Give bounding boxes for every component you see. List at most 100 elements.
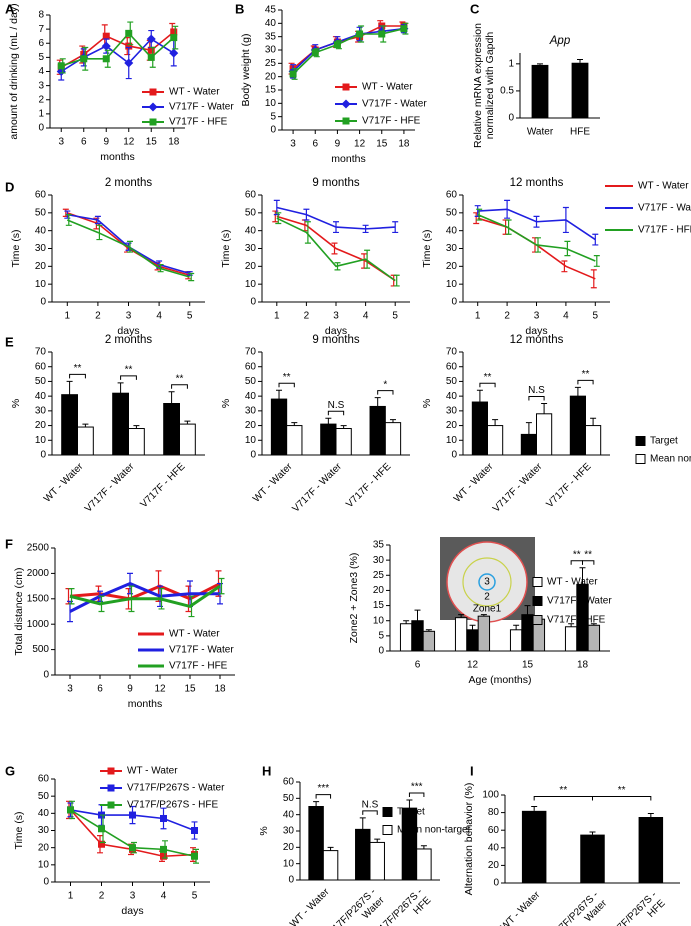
error-bar [390, 274, 397, 287]
bar [61, 394, 78, 456]
panel-label: C [470, 1, 480, 16]
y-tick-label: 10 [35, 435, 47, 446]
y-tick-label: 50 [245, 207, 257, 218]
error-bar [590, 417, 597, 426]
y-tick-label: 50 [446, 207, 458, 218]
bar [369, 405, 386, 456]
y-tick-label: 25 [265, 58, 277, 69]
error-bar [359, 817, 366, 830]
chart-title: 12 months [510, 334, 564, 346]
marker [148, 102, 158, 112]
y-tick-label: 0 [43, 877, 49, 888]
legend-label: V717F - Water [638, 203, 691, 214]
x-tick-label: 5 [593, 311, 599, 322]
x-tick-label: 18 [577, 660, 589, 671]
y-tick-label: 20 [35, 261, 47, 272]
error-bar [117, 382, 124, 394]
legend-label: V717F - Water [169, 645, 234, 656]
marker [98, 840, 105, 848]
bar [286, 425, 303, 456]
y-tick-label: 500 [32, 644, 49, 655]
marker [169, 48, 179, 58]
significance-label: ** [618, 785, 626, 796]
legend-label: WT - Water [547, 577, 598, 588]
y-tick-label: 2000 [27, 568, 50, 579]
y-tick-label: 50 [283, 793, 295, 804]
panel-label: H [262, 763, 271, 778]
x-tick-label: 4 [161, 891, 167, 902]
marker [147, 53, 155, 61]
error-bar [406, 799, 413, 809]
x-tick-label: 5 [187, 311, 193, 322]
error-bar [531, 805, 538, 811]
error-bar [568, 623, 575, 627]
line [276, 206, 396, 230]
significance-bracket [120, 375, 137, 380]
marker [146, 34, 156, 44]
y-tick-label: 10 [35, 279, 47, 290]
x-tick-label: 1 [65, 311, 71, 322]
y-tick-label: 40 [38, 808, 50, 819]
line [276, 217, 396, 282]
significance-bracket [278, 382, 295, 388]
error-bar [168, 391, 175, 404]
y-tick-label: 20 [446, 420, 458, 431]
line [61, 32, 175, 67]
bar [335, 428, 352, 456]
legend-label: V717F - HFE [169, 661, 228, 672]
y-tick-label: 20 [38, 842, 50, 853]
y-axis-label: % [421, 399, 433, 408]
x-tick-label: 15 [146, 137, 158, 148]
bar [564, 626, 578, 652]
bar [471, 401, 488, 456]
significance-bracket [171, 384, 188, 389]
line [69, 584, 221, 609]
marker [333, 41, 341, 49]
marker [149, 118, 157, 126]
x-tick-label: 18 [214, 684, 226, 695]
line [66, 219, 190, 278]
inset-label: 3 [484, 577, 490, 588]
error-bar [325, 417, 332, 425]
y-tick-label: 1 [38, 109, 44, 120]
error-bar [577, 59, 583, 63]
y-tick-label: 10 [38, 859, 50, 870]
x-tick-label: 4 [563, 311, 569, 322]
error-bar [524, 605, 531, 615]
y-tick-label: 45 [265, 5, 277, 16]
x-tick-label: 15 [184, 684, 196, 695]
y-tick-label: 35 [373, 540, 385, 551]
panel-label: B [235, 1, 244, 16]
legend-label: WT - Water [169, 87, 220, 98]
y-tick-label: 1 [508, 58, 514, 69]
y-tick-label: 6 [38, 38, 44, 49]
legend-label: Mean non-target [650, 454, 691, 465]
x-tick-label: 2 [304, 311, 310, 322]
bar [422, 630, 436, 652]
error-bar [127, 240, 133, 253]
error-bar [218, 577, 225, 595]
inset-label: 2 [484, 592, 490, 603]
bar [401, 807, 418, 881]
bar [521, 614, 534, 652]
significance-bracket [69, 373, 86, 379]
line [60, 37, 175, 73]
error-bar [82, 423, 89, 428]
y-tick-label: 70 [245, 347, 257, 358]
chart-title: 12 months [510, 177, 564, 189]
bar [536, 413, 553, 456]
y-tick-label: 7 [38, 24, 44, 35]
marker [356, 30, 364, 38]
x-tick-label: V717F - HFE [344, 461, 393, 510]
significance-bracket [528, 396, 545, 401]
y-axis-label: amount of drinking (mL / day) [8, 3, 20, 139]
y-axis-label: Time (s) [10, 229, 22, 267]
error-bar [579, 567, 586, 585]
chart-title: 2 months [105, 334, 153, 346]
y-tick-label: 40 [446, 225, 458, 236]
error-bar [476, 389, 483, 403]
significance-label: ** [283, 372, 291, 383]
legend-swatch [532, 596, 543, 606]
y-tick-label: 20 [283, 842, 295, 853]
error-bar [313, 801, 320, 807]
